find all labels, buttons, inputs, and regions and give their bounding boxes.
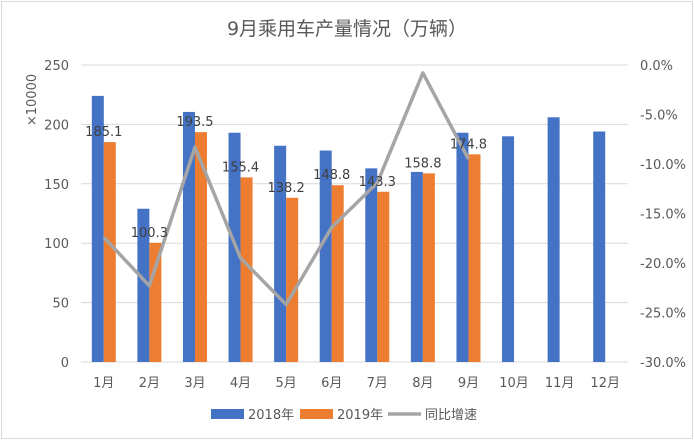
x-tick-label: 2月 (139, 376, 160, 391)
data-label: 143.3 (359, 175, 396, 190)
y2-tick-label: -15.0% (640, 208, 686, 223)
legend-swatch-2019 (300, 409, 333, 419)
y2-tick-label: -25.0% (640, 307, 686, 322)
bar-2019 (104, 142, 116, 362)
x-tick-label: 11月 (545, 376, 575, 391)
x-tick-label: 9月 (458, 376, 479, 391)
y-tick-label: 50 (52, 297, 69, 312)
bar-2018 (365, 168, 377, 362)
y-axis-label: ×10000 (25, 74, 40, 126)
x-tick-label: 4月 (230, 376, 251, 391)
data-label: 174.8 (450, 137, 487, 152)
y-tick-label: 250 (44, 59, 69, 74)
y-tick-label: 100 (44, 237, 69, 252)
bar-2019 (286, 198, 298, 362)
y-tick-label: 0 (61, 356, 69, 371)
x-tick-label: 8月 (412, 376, 433, 391)
data-label: 158.8 (404, 156, 441, 171)
y-tick-label: 150 (44, 178, 69, 193)
legend-swatch-2018 (211, 409, 244, 419)
x-tick-label: 10月 (499, 376, 529, 391)
bar-2018 (548, 117, 560, 362)
data-label: 155.4 (222, 160, 259, 175)
x-tick-label: 6月 (321, 376, 342, 391)
y2-tick-label: -30.0% (640, 356, 686, 371)
bar-2019 (423, 173, 435, 362)
x-tick-label: 7月 (367, 376, 388, 391)
legend-label-growth: 同比增速 (425, 408, 477, 423)
bar-2019 (468, 154, 480, 362)
bar-2018 (502, 136, 514, 362)
data-label: 193.5 (176, 115, 213, 130)
bar-2018 (593, 132, 605, 362)
bar-2019 (377, 192, 389, 362)
bar-2019 (149, 243, 161, 362)
y2-tick-label: -10.0% (640, 158, 686, 173)
x-tick-label: 3月 (184, 376, 205, 391)
bar-2018 (411, 172, 423, 362)
legend-label-2019: 2019年 (337, 408, 383, 423)
bar-2018 (274, 146, 286, 362)
bar-2019 (195, 132, 207, 362)
y-tick-label: 200 (44, 118, 69, 133)
legend-label-2018: 2018年 (248, 408, 294, 423)
x-tick-label: 1月 (93, 376, 114, 391)
data-label: 185.1 (85, 125, 122, 140)
y2-tick-label: -20.0% (640, 257, 686, 272)
x-tick-label: 12月 (590, 376, 620, 391)
y2-tick-label: 0.0% (640, 59, 673, 74)
data-label: 100.3 (131, 226, 168, 241)
chart-title: 9月乘用车产量情况（万辆） (227, 18, 467, 40)
bar-2019 (332, 185, 344, 362)
y2-tick-label: -5.0% (640, 109, 678, 124)
x-tick-label: 5月 (275, 376, 296, 391)
data-label: 138.2 (268, 181, 305, 196)
data-label: 148.8 (313, 168, 350, 183)
bar-2018 (456, 133, 468, 362)
